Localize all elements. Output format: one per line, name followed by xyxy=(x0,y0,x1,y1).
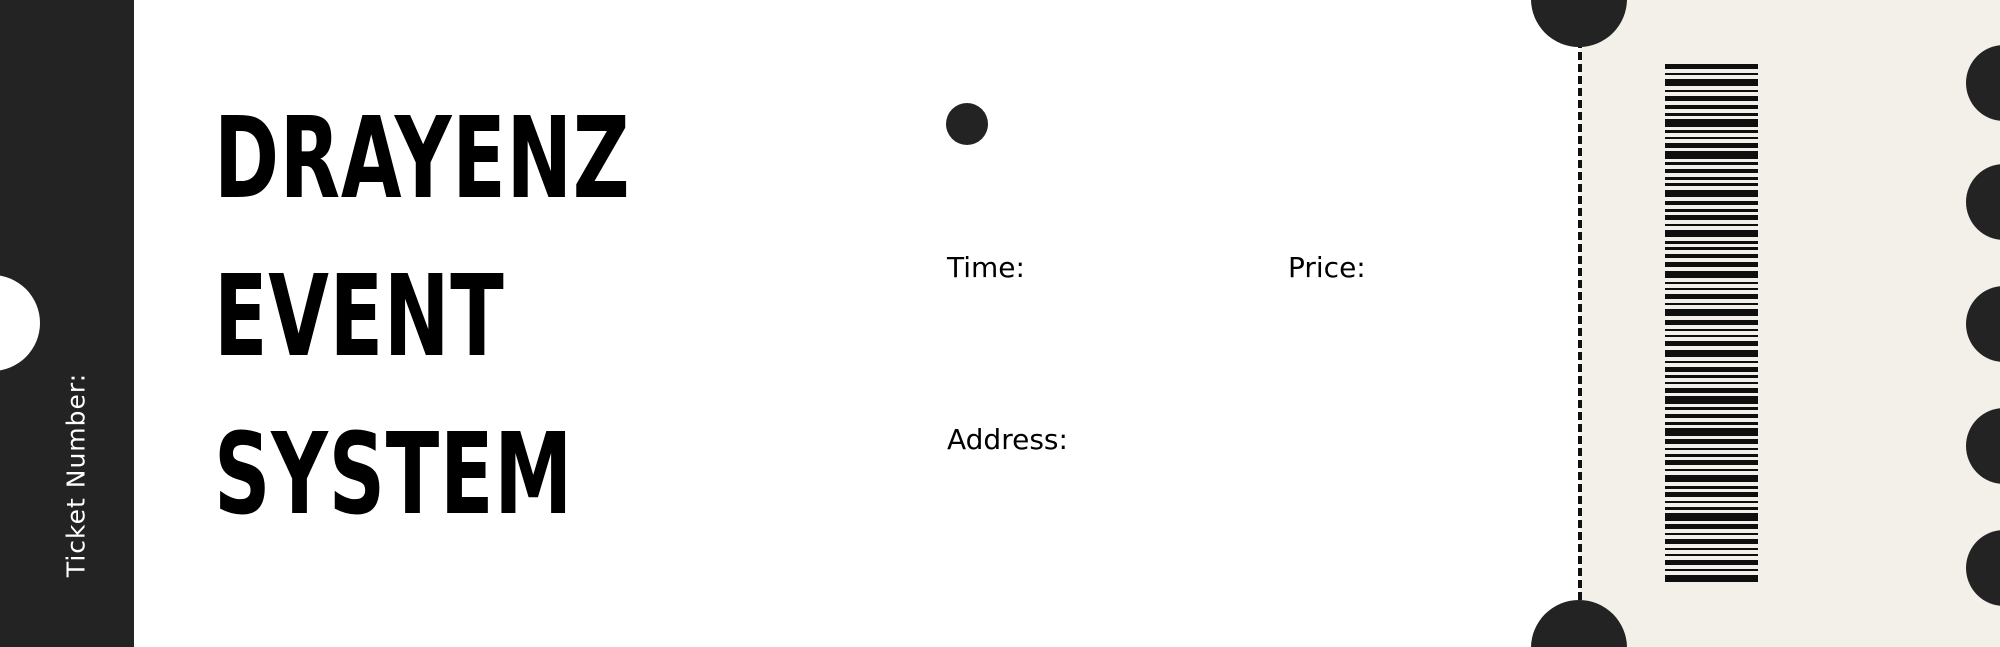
barcode-bar xyxy=(1665,492,1758,498)
barcode-bar xyxy=(1665,183,1758,186)
barcode-bar xyxy=(1665,78,1758,86)
barcode xyxy=(1665,64,1758,584)
barcode-bar xyxy=(1665,448,1758,451)
barcode-bar xyxy=(1665,454,1758,457)
ticket-number-label: Ticket Number: xyxy=(61,372,91,578)
barcode-bar xyxy=(1665,241,1758,244)
barcode-bar xyxy=(1665,547,1758,551)
barcode-bar xyxy=(1665,539,1758,544)
barcode-bar xyxy=(1665,422,1758,425)
barcode-bar xyxy=(1665,568,1758,572)
address-label: Address: xyxy=(947,423,1068,456)
time-label: Time: xyxy=(947,251,1025,284)
barcode-bar xyxy=(1665,96,1758,101)
price-label: Price: xyxy=(1288,251,1366,284)
barcode-bar xyxy=(1665,375,1758,378)
barcode-bar xyxy=(1665,162,1758,165)
barcode-bar xyxy=(1665,104,1758,110)
barcode-bar xyxy=(1665,575,1758,583)
barcode-bar xyxy=(1665,413,1758,419)
barcode-bar xyxy=(1665,253,1758,259)
barcode-bar xyxy=(1665,513,1758,521)
barcode-bar xyxy=(1665,469,1758,472)
barcode-bar xyxy=(1665,200,1758,206)
left-ticket-notch xyxy=(0,275,40,371)
barcode-bar xyxy=(1665,294,1758,299)
ticket-left-band: Ticket Number: xyxy=(0,0,134,647)
barcode-bar xyxy=(1665,501,1758,504)
barcode-bar xyxy=(1665,302,1758,306)
decorative-dot xyxy=(946,103,988,145)
barcode-bar xyxy=(1665,486,1758,489)
barcode-bar xyxy=(1665,320,1758,325)
barcode-bar xyxy=(1665,507,1758,510)
barcode-bar xyxy=(1665,89,1758,93)
barcode-bar xyxy=(1665,439,1758,445)
barcode-bar xyxy=(1665,288,1758,291)
barcode-bar xyxy=(1665,72,1758,75)
barcode-bar xyxy=(1665,381,1758,384)
barcode-bar xyxy=(1665,247,1758,250)
barcode-bar xyxy=(1665,215,1758,221)
barcode-bar xyxy=(1665,366,1758,372)
barcode-bar xyxy=(1665,560,1758,565)
barcode-bar xyxy=(1665,168,1758,174)
barcode-bar xyxy=(1665,407,1758,410)
barcode-bar xyxy=(1665,334,1758,338)
barcode-bar xyxy=(1665,119,1758,127)
barcode-bar xyxy=(1665,309,1758,317)
barcode-bar xyxy=(1665,524,1758,530)
ticket-stub xyxy=(1580,0,2000,647)
barcode-bar xyxy=(1665,64,1758,69)
ticket-perforation xyxy=(1578,40,1582,600)
barcode-bar xyxy=(1665,189,1758,197)
barcode-bar xyxy=(1665,177,1758,180)
barcode-bar xyxy=(1665,349,1758,357)
barcode-bar xyxy=(1665,224,1758,227)
barcode-bar xyxy=(1665,230,1758,238)
barcode-bar xyxy=(1665,396,1758,404)
barcode-bar xyxy=(1665,387,1758,393)
barcode-bar xyxy=(1665,428,1758,436)
barcode-bar xyxy=(1665,460,1758,466)
barcode-bar xyxy=(1665,281,1758,285)
barcode-bar xyxy=(1665,142,1758,148)
barcode-bar xyxy=(1665,341,1758,346)
barcode-bar xyxy=(1665,262,1758,267)
barcode-bar xyxy=(1665,360,1758,363)
barcode-bar xyxy=(1665,209,1758,212)
barcode-bar xyxy=(1665,151,1758,159)
barcode-bar xyxy=(1665,130,1758,133)
event-title: DRAYENZ EVENT SYSTEM xyxy=(214,94,631,540)
barcode-bar xyxy=(1665,328,1758,331)
barcode-bar xyxy=(1665,554,1758,557)
barcode-bar xyxy=(1665,475,1758,483)
barcode-bar xyxy=(1665,136,1758,139)
barcode-bar xyxy=(1665,533,1758,536)
barcode-bar xyxy=(1665,270,1758,278)
barcode-bar xyxy=(1665,113,1758,116)
